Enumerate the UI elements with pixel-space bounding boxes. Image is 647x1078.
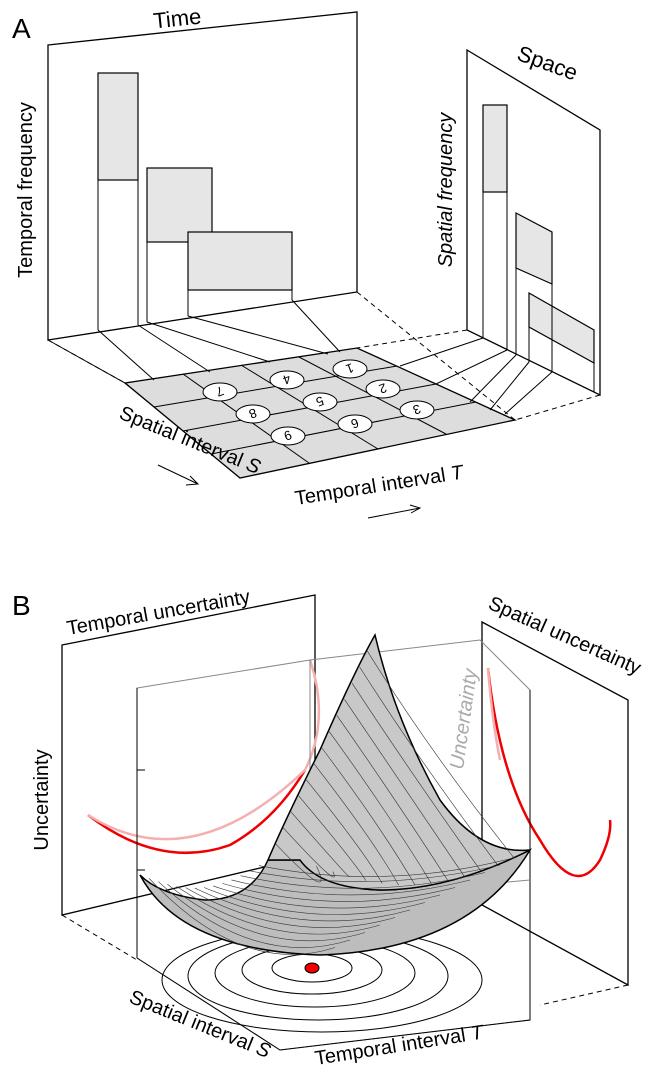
mesh-line bbox=[176, 886, 381, 935]
panel-label: A bbox=[12, 13, 31, 44]
bar bbox=[187, 231, 293, 291]
mesh-line bbox=[249, 864, 501, 882]
time-title: Time bbox=[152, 4, 202, 34]
cell-label: 8 bbox=[247, 405, 259, 422]
temporal-axis-label: Temporal interval T bbox=[293, 461, 466, 510]
projection-line bbox=[47, 299, 553, 415]
cell-oval bbox=[202, 382, 238, 402]
floor-edge bbox=[61, 914, 629, 1006]
spatial-axis-label: Spatial interval S bbox=[126, 986, 274, 1063]
drop-line bbox=[482, 192, 595, 392]
inner-axis-label: Uncertainty bbox=[446, 667, 482, 771]
mesh-line bbox=[275, 843, 322, 883]
mesh-line bbox=[313, 763, 399, 886]
mesh-line bbox=[194, 887, 411, 922]
cell-label: 6 bbox=[349, 415, 361, 432]
cell-labels: 1 2 3 4 5 6 7 8 9 bbox=[202, 359, 435, 446]
mesh-line bbox=[290, 811, 350, 877]
mesh-line bbox=[213, 885, 441, 909]
axis-variable: T bbox=[469, 1021, 486, 1045]
mesh-line bbox=[258, 857, 516, 877]
mesh-line bbox=[222, 883, 456, 902]
mesh-line bbox=[321, 747, 416, 886]
axis-text: Temporal interval bbox=[293, 464, 447, 510]
uncertainty-curve bbox=[87, 769, 307, 855]
mesh-line bbox=[185, 887, 396, 928]
cell-oval bbox=[332, 359, 368, 379]
time-axis-label: Temporal frequency bbox=[15, 102, 37, 278]
uncertainty-curve-faded bbox=[87, 659, 321, 841]
mesh-line bbox=[158, 881, 351, 948]
cell-label: 3 bbox=[411, 401, 423, 418]
spatial-panel bbox=[481, 620, 629, 987]
axis-variable: S bbox=[253, 1037, 274, 1063]
cell-oval bbox=[235, 404, 271, 424]
mesh-line bbox=[298, 795, 366, 881]
mesh-line bbox=[167, 884, 366, 942]
cell-oval bbox=[302, 392, 338, 412]
cell-label: 1 bbox=[344, 360, 356, 377]
bar bbox=[482, 104, 508, 193]
mesh-line bbox=[328, 731, 432, 884]
tick bbox=[137, 769, 145, 871]
axis-text: Spatial interval bbox=[126, 986, 256, 1056]
bar bbox=[97, 72, 139, 181]
axis-text: Temporal interval bbox=[313, 1024, 467, 1070]
axis-variable: T bbox=[449, 461, 466, 485]
cell-label: 5 bbox=[314, 393, 326, 410]
bar bbox=[146, 167, 213, 243]
mesh-line bbox=[359, 666, 498, 865]
drop-line bbox=[97, 180, 293, 330]
uncertainty-curve-faded bbox=[486, 667, 502, 761]
cell-oval bbox=[269, 370, 305, 390]
cell-oval bbox=[270, 426, 306, 446]
mesh-line bbox=[148, 878, 336, 955]
surface bbox=[139, 632, 532, 956]
floor-edge bbox=[47, 291, 601, 421]
mesh-line bbox=[367, 650, 514, 858]
mesh-line bbox=[351, 683, 481, 872]
cell-oval bbox=[337, 414, 373, 434]
minimum bbox=[304, 962, 320, 974]
mesh-line bbox=[336, 715, 449, 881]
cell-label: 4 bbox=[281, 371, 293, 388]
temporal-axis-label: Temporal interval T bbox=[313, 1021, 486, 1070]
mesh-line bbox=[203, 887, 426, 915]
mesh-line bbox=[231, 879, 471, 896]
mesh-line bbox=[240, 872, 486, 889]
cell-oval bbox=[365, 379, 401, 399]
mesh-line bbox=[283, 827, 335, 878]
surface-back bbox=[266, 632, 531, 891]
cell-label: 7 bbox=[214, 383, 226, 400]
uncertainty-curve bbox=[486, 667, 612, 878]
cell-oval bbox=[399, 400, 435, 420]
panel-label: B bbox=[12, 590, 31, 621]
y-axis-label: Uncertainty bbox=[31, 749, 53, 850]
mesh bbox=[148, 650, 516, 955]
cell-label: 2 bbox=[377, 380, 389, 397]
cell-label: 9 bbox=[282, 427, 294, 444]
arrow bbox=[367, 504, 422, 519]
space-title: Space bbox=[514, 41, 581, 86]
arrow bbox=[157, 464, 200, 486]
mesh-line bbox=[344, 699, 465, 877]
space-axis-label: Spatial frequency bbox=[435, 112, 457, 268]
box-edge bbox=[136, 688, 531, 1051]
